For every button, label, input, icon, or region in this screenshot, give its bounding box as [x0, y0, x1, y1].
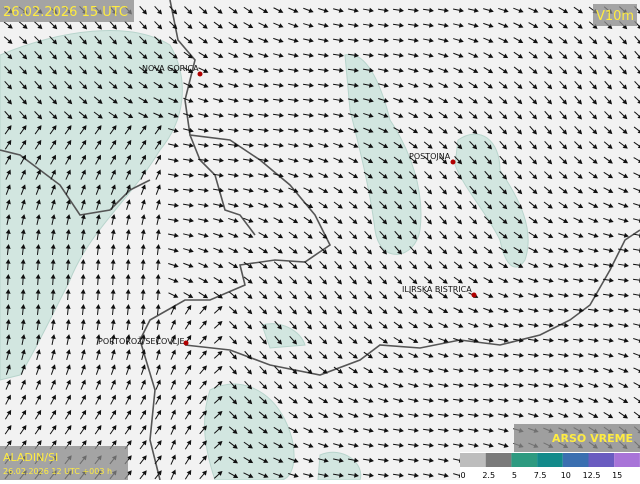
legend-swatch: [537, 453, 563, 467]
legend-label: 5: [512, 471, 517, 480]
legend-label: 10: [561, 471, 571, 480]
legend-swatch: [460, 453, 486, 467]
title: 26.02.2026 15 UTC: [3, 5, 128, 20]
run: 26.02.2026 12 UTC +003 h: [3, 467, 112, 476]
city-label: POSTOJNA: [409, 152, 451, 161]
legend-swatch: [589, 453, 615, 467]
brand: ARSO VREME: [552, 432, 633, 445]
legend-swatch: [614, 453, 640, 467]
city-label: PORTOROŽ/SEČOVLJE: [98, 335, 185, 346]
legend-swatch: [511, 453, 537, 467]
model: ALADIN/SI: [3, 451, 58, 464]
legend-label: 12.5: [583, 471, 601, 480]
legend-label: 0: [460, 471, 465, 480]
city-label: ILIRSKA BISTRICA: [402, 285, 472, 294]
legend-swatch: [486, 453, 512, 467]
legend-label: 2.5: [482, 471, 495, 480]
legend-swatch: [563, 453, 589, 467]
legend-label: 15: [612, 471, 622, 480]
legend-label: 7.5: [534, 471, 547, 480]
variable: V10m: [596, 9, 634, 24]
city-label: NOVA GORICA: [142, 64, 199, 73]
